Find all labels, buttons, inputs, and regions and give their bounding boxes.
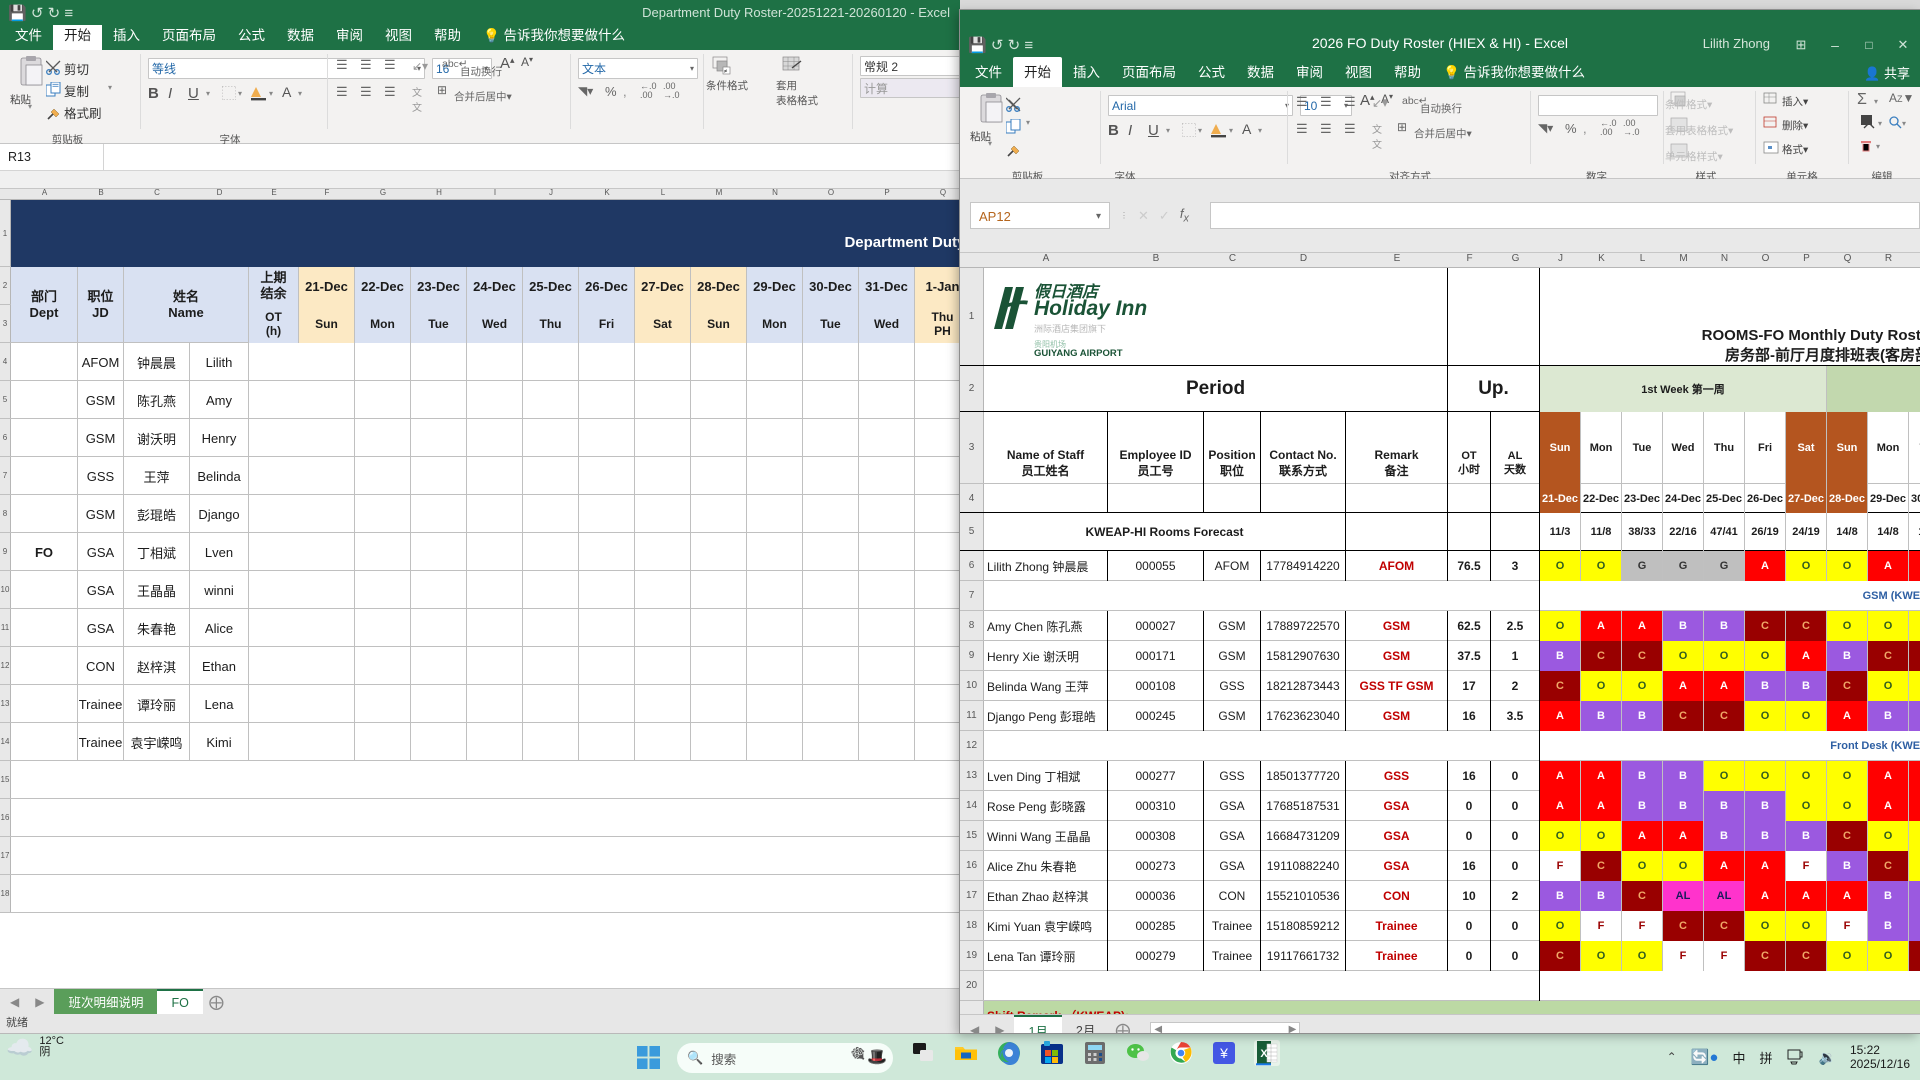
svg-text:X: X [1260, 1048, 1268, 1060]
svg-text:¥: ¥ [1219, 1045, 1228, 1061]
